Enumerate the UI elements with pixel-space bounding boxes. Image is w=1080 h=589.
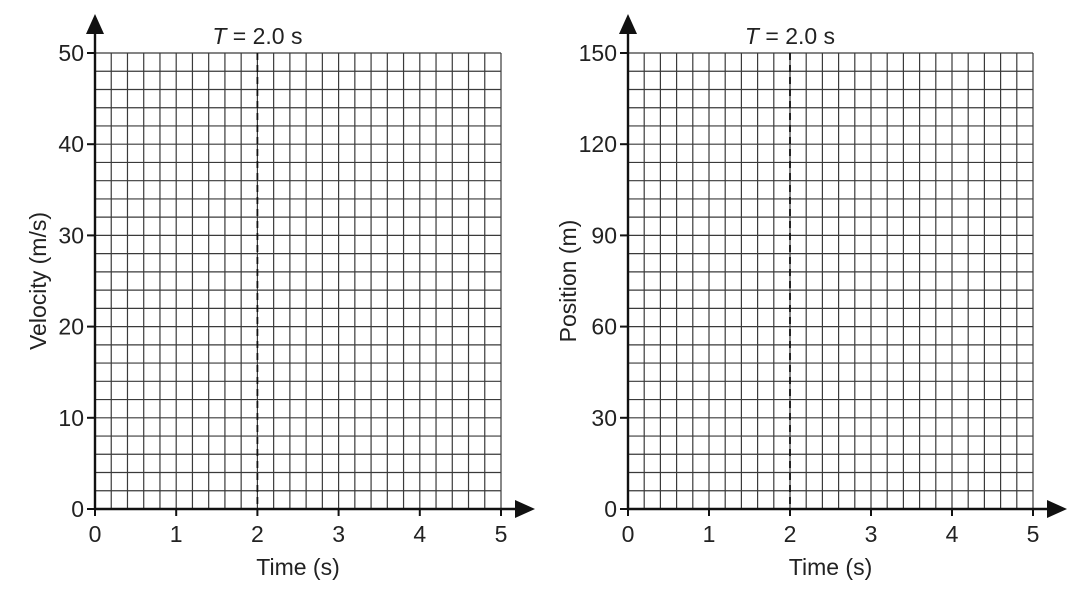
- y-tick-label: 20: [58, 314, 84, 340]
- grid: [94, 52, 502, 510]
- x-tick-label: 2: [251, 521, 264, 547]
- axes: [626, 26, 1047, 511]
- y-axis-label: Position (m): [555, 220, 581, 343]
- y-tick-label: 0: [604, 496, 617, 522]
- x-tick-label: 3: [865, 521, 878, 547]
- y-tick-label: 30: [591, 405, 617, 431]
- y-tick-label: 90: [591, 222, 617, 248]
- marker-label-value: = 2.0 s: [226, 23, 302, 49]
- y-tick-label: 60: [591, 314, 617, 340]
- marker-label-variable: T: [745, 23, 761, 49]
- x-tick-label: 0: [89, 521, 102, 547]
- velocity-chart: 0 10 20 30 40 50 0 1 2 3 4 5 Time (s) Velocity (m/s) T…: [25, 14, 535, 580]
- x-tick-label: 2: [784, 521, 797, 547]
- marker-label-t: T = 2.0 s: [212, 23, 302, 49]
- x-axis-arrow-icon: [1047, 500, 1067, 518]
- y-tick-label: 10: [58, 405, 84, 431]
- y-tick-label: 120: [579, 131, 617, 157]
- y-tick-label: 40: [58, 131, 84, 157]
- y-tick-label: 50: [58, 40, 84, 66]
- y-axis-label: Velocity (m/s): [25, 212, 51, 350]
- y-axis-arrow-icon: [619, 14, 637, 34]
- y-tick-label: 150: [579, 40, 617, 66]
- y-axis-arrow-icon: [86, 14, 104, 34]
- x-tick-label: 1: [703, 521, 716, 547]
- x-tick-label: 0: [622, 521, 635, 547]
- x-axis-label: Time (s): [256, 554, 339, 580]
- axes: [93, 26, 515, 511]
- marker-label-variable: T: [212, 23, 228, 49]
- position-chart: 0 30 60 90 120 150 0 1 2 3 4 5 Time (s) Position (m) T…: [555, 14, 1067, 580]
- grid: [627, 52, 1034, 510]
- x-axis-arrow-icon: [515, 500, 535, 518]
- y-tick-label: 0: [71, 496, 84, 522]
- marker-label-value: = 2.0 s: [759, 23, 835, 49]
- x-tick-label: 5: [1027, 521, 1040, 547]
- x-axis-label: Time (s): [789, 554, 872, 580]
- marker-label-t: T = 2.0 s: [745, 23, 835, 49]
- x-tick-label: 3: [332, 521, 345, 547]
- x-tick-label: 1: [170, 521, 183, 547]
- x-tick-label: 4: [946, 521, 959, 547]
- y-tick-label: 30: [58, 222, 84, 248]
- x-tick-label: 4: [413, 521, 426, 547]
- x-tick-label: 5: [495, 521, 508, 547]
